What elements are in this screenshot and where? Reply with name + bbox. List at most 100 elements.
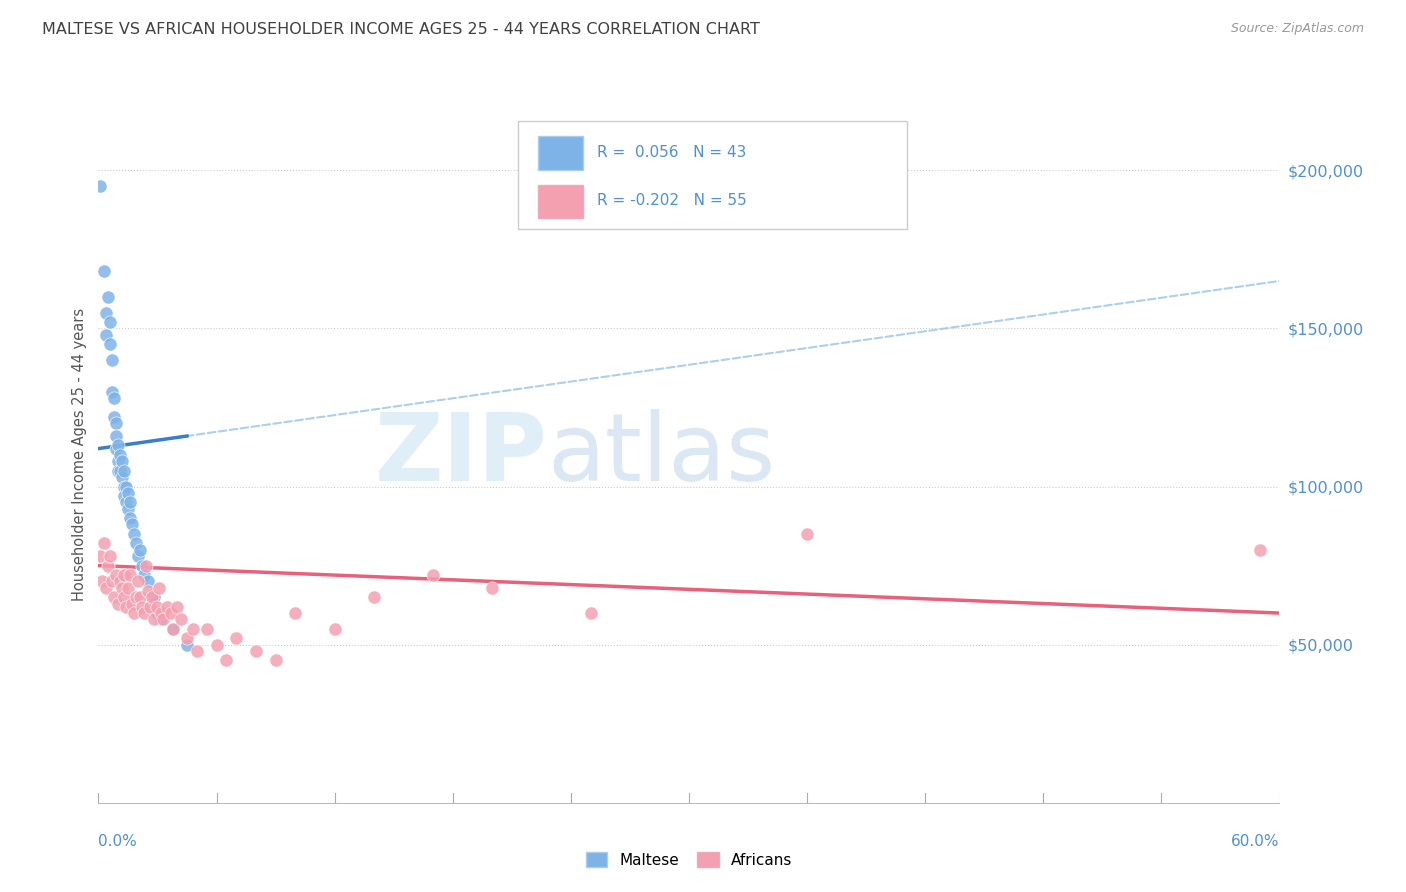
Point [101, 384, 124, 399]
Point [162, 622, 184, 636]
Point [132, 606, 155, 620]
Point [105, 417, 128, 431]
Point [117, 486, 139, 500]
Point [115, 599, 138, 614]
Point [118, 495, 141, 509]
Point [150, 606, 173, 620]
Point [195, 622, 218, 636]
Point [107, 438, 129, 452]
Point [138, 599, 160, 614]
Point [107, 464, 129, 478]
Point [422, 568, 444, 582]
Point [98, 337, 121, 351]
Point [117, 501, 139, 516]
Point [98, 315, 121, 329]
Point [141, 591, 163, 605]
Text: R =  0.056   N = 43: R = 0.056 N = 43 [596, 145, 747, 160]
Point [93, 264, 115, 278]
Point [105, 442, 128, 456]
Point [264, 653, 287, 667]
Point [107, 454, 129, 468]
Point [97, 290, 120, 304]
Point [112, 591, 135, 605]
Point [796, 527, 818, 541]
Point [103, 591, 125, 605]
Point [111, 581, 134, 595]
Point [186, 644, 208, 658]
Point [108, 448, 131, 462]
Point [112, 489, 135, 503]
Point [152, 612, 174, 626]
Point [142, 591, 165, 605]
Text: R = -0.202   N = 55: R = -0.202 N = 55 [596, 194, 747, 209]
Point [127, 549, 149, 563]
Point [115, 479, 138, 493]
Point [131, 558, 153, 573]
Point [89, 179, 111, 194]
Point [121, 517, 143, 532]
Point [97, 558, 120, 573]
Point [284, 606, 307, 620]
Bar [537, 185, 582, 219]
Point [89, 549, 111, 563]
Point [127, 574, 149, 589]
Point [481, 581, 503, 595]
Point [111, 470, 134, 484]
Point [176, 638, 198, 652]
Point [115, 495, 138, 509]
Point [363, 591, 385, 605]
Point [122, 606, 145, 620]
Point [156, 599, 179, 614]
Point [131, 599, 153, 614]
Point [162, 622, 184, 636]
Point [323, 622, 346, 636]
Point [93, 536, 115, 550]
Point [96, 581, 118, 595]
Point [107, 597, 129, 611]
Legend: Maltese, Africans: Maltese, Africans [578, 845, 800, 875]
Point [103, 409, 125, 424]
Point [136, 583, 159, 598]
Point [148, 581, 170, 595]
Point [103, 391, 125, 405]
Text: 0.0%: 0.0% [98, 834, 138, 849]
Point [101, 353, 124, 368]
Point [112, 464, 135, 478]
Point [108, 464, 131, 478]
Point [136, 574, 159, 589]
Point [125, 591, 148, 605]
Point [170, 612, 193, 626]
Point [245, 644, 267, 658]
Point [125, 536, 148, 550]
Point [122, 527, 145, 541]
Point [150, 612, 173, 626]
Point [91, 574, 114, 589]
Point [121, 597, 143, 611]
Point [105, 429, 128, 443]
Point [225, 632, 247, 646]
Point [176, 632, 198, 646]
Point [118, 511, 141, 525]
Point [108, 574, 131, 589]
Text: ZIP: ZIP [374, 409, 547, 501]
Point [112, 568, 135, 582]
Point [146, 606, 169, 620]
Text: Source: ZipAtlas.com: Source: ZipAtlas.com [1230, 22, 1364, 36]
Point [117, 581, 139, 595]
Point [128, 542, 150, 557]
Point [181, 622, 204, 636]
Text: atlas: atlas [547, 409, 776, 501]
Point [96, 305, 118, 319]
Point [160, 606, 183, 620]
Point [132, 568, 155, 582]
Point [128, 591, 150, 605]
Point [135, 558, 157, 573]
Point [205, 638, 228, 652]
Point [1249, 542, 1271, 557]
Point [215, 653, 238, 667]
Point [98, 549, 121, 563]
Point [579, 606, 602, 620]
Point [96, 327, 118, 342]
Point [146, 599, 169, 614]
Text: MALTESE VS AFRICAN HOUSEHOLDER INCOME AGES 25 - 44 YEARS CORRELATION CHART: MALTESE VS AFRICAN HOUSEHOLDER INCOME AG… [42, 22, 761, 37]
